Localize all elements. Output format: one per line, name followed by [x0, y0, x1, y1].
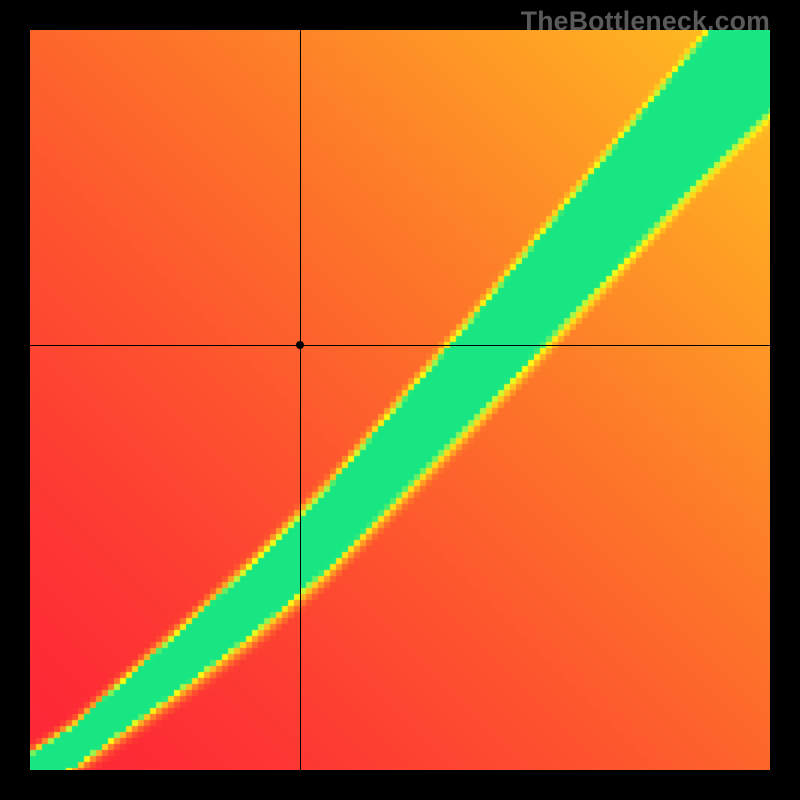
heatmap-canvas [30, 30, 770, 770]
crosshair-marker [296, 341, 304, 349]
crosshair-vertical [300, 30, 301, 770]
crosshair-horizontal [30, 345, 770, 346]
heatmap-plot [30, 30, 770, 770]
chart-frame: TheBottleneck.com [0, 0, 800, 800]
